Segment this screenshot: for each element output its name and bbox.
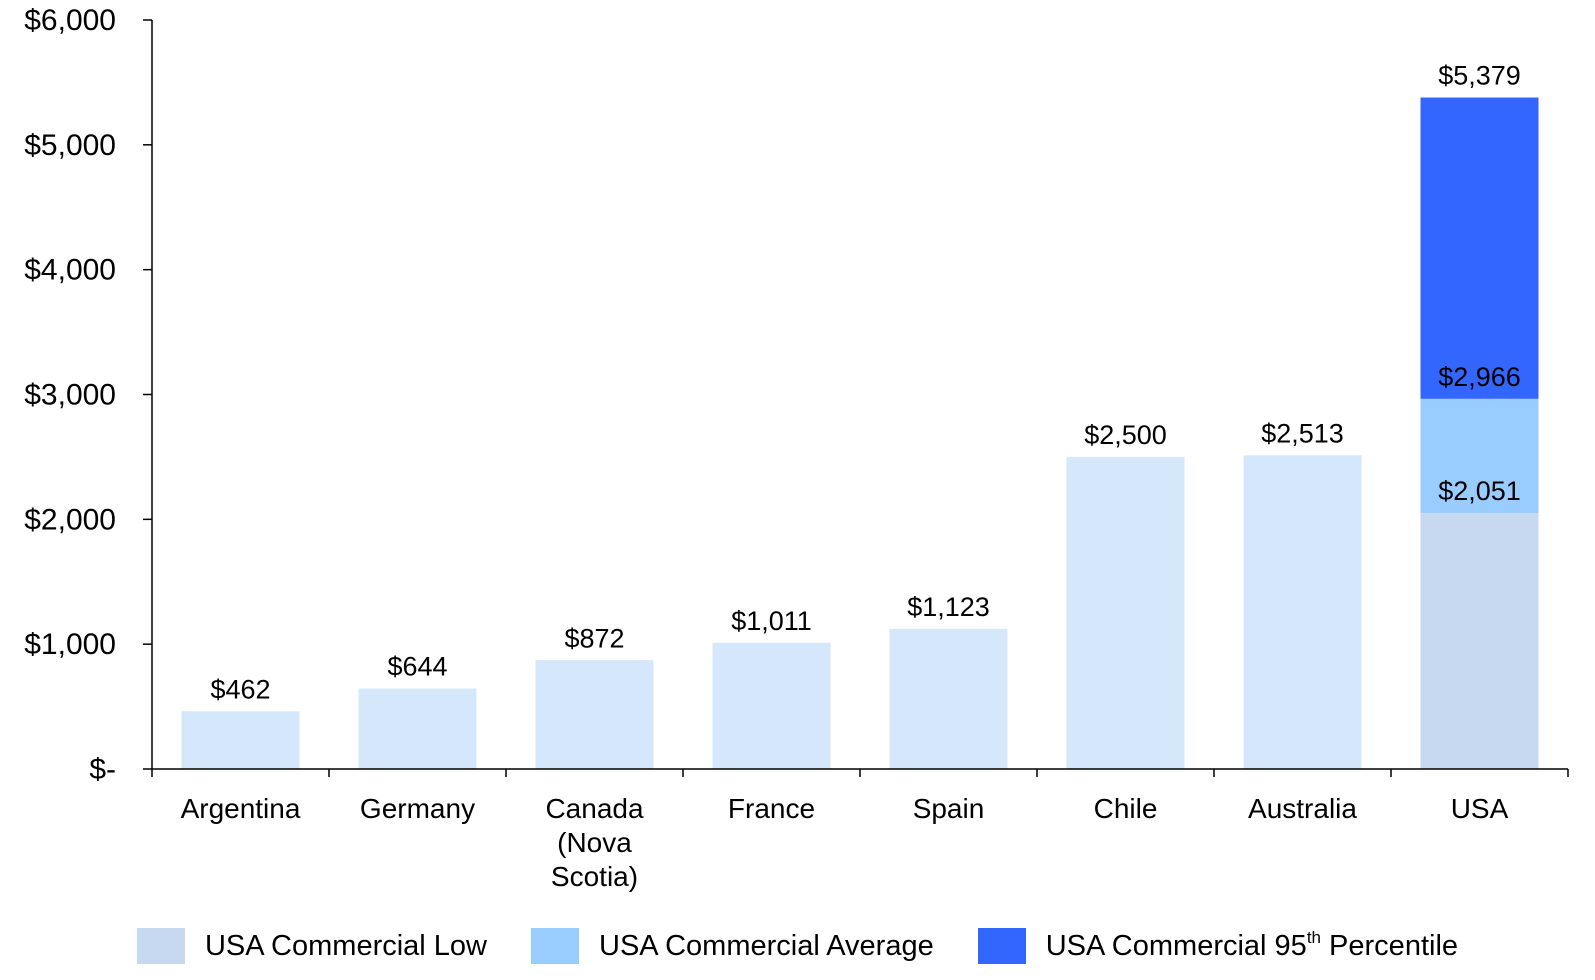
bar xyxy=(1243,455,1362,769)
legend-swatch xyxy=(531,928,579,964)
y-tick-label: $- xyxy=(89,753,116,786)
y-tick-label: $1,000 xyxy=(24,628,116,661)
x-tick-label: Canada (Nova Scotia) xyxy=(545,793,644,892)
value-label: $644 xyxy=(387,652,447,682)
value-label: $2,051 xyxy=(1438,476,1521,506)
value-label: $872 xyxy=(564,623,624,653)
bar xyxy=(889,628,1008,769)
x-tick-label: USA xyxy=(1450,793,1509,824)
x-tick-label: Argentina xyxy=(180,793,301,824)
y-tick-label: $4,000 xyxy=(24,254,116,287)
bar xyxy=(1420,512,1539,769)
bar xyxy=(358,688,477,769)
y-tick-label: $3,000 xyxy=(24,378,116,411)
legend-label: USA Commercial Low xyxy=(204,929,487,962)
value-label: $2,513 xyxy=(1261,418,1344,448)
legend-swatch xyxy=(136,928,185,964)
x-tick-label: Chile xyxy=(1093,793,1158,824)
value-label: $5,379 xyxy=(1438,61,1521,91)
y-tick-label: $6,000 xyxy=(24,4,116,37)
bar xyxy=(712,642,831,769)
legend-label: USA Commercial Average xyxy=(599,929,934,962)
value-label: $2,966 xyxy=(1438,362,1521,392)
value-label: $2,500 xyxy=(1084,420,1167,450)
legend-swatch xyxy=(977,928,1026,964)
x-tick-label: France xyxy=(727,793,816,824)
value-label: $1,123 xyxy=(907,592,990,622)
legend-item: USA Commercial Average xyxy=(531,928,934,964)
value-label: $1,011 xyxy=(731,606,812,636)
value-label: $462 xyxy=(210,674,270,704)
x-tick-label: Spain xyxy=(912,793,985,824)
legend-label: USA Commercial 95th Percentile xyxy=(1045,927,1459,962)
y-tick-label: $5,000 xyxy=(24,129,116,162)
x-tick-label: Germany xyxy=(359,793,476,824)
legend-item: USA Commercial 95th Percentile xyxy=(977,927,1459,964)
bar xyxy=(1066,456,1185,769)
y-tick-label: $2,000 xyxy=(24,503,116,536)
bar xyxy=(181,711,300,769)
x-tick-label: Australia xyxy=(1248,793,1357,824)
legend: USA Commercial Low USA Commercial Average… xyxy=(0,928,1595,964)
legend-item: USA Commercial Low xyxy=(136,928,487,964)
bar xyxy=(535,660,654,769)
